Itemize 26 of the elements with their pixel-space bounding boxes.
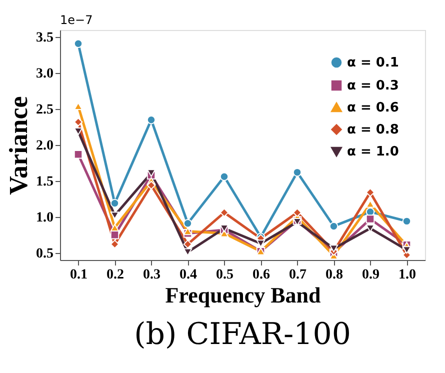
y-tick-label: 0.5 xyxy=(36,246,54,262)
y-tick-label: 2.0 xyxy=(36,138,54,154)
x-tick-label: 0.4 xyxy=(180,268,197,282)
legend-label: α = 0.6 xyxy=(347,100,399,116)
legend-label: α = 0.1 xyxy=(347,56,399,70)
y-tick-label: 3.5 xyxy=(36,30,54,46)
legend-label: α = 0.3 xyxy=(347,78,399,94)
y-axis-title: Variance xyxy=(4,96,33,195)
x-tick-label: 0.3 xyxy=(143,268,160,282)
y-tick-label: 3.0 xyxy=(36,66,54,82)
x-tick-label: 0.7 xyxy=(289,268,306,282)
x-tick-label: 0.1 xyxy=(70,268,88,282)
x-tick-label: 0.8 xyxy=(326,268,343,282)
x-tick-label: 0.5 xyxy=(216,268,234,282)
x-tick-label: 0.9 xyxy=(362,268,380,282)
y-tick-label: 1.0 xyxy=(36,210,54,226)
y-tick-label: 1.5 xyxy=(36,174,54,190)
x-tick-label: 0.2 xyxy=(106,268,124,282)
y-tick-label: 2.5 xyxy=(36,102,54,118)
x-tick-label: 0.6 xyxy=(252,268,270,282)
x-axis-title: Frequency Band xyxy=(165,282,321,308)
text: (b) CIFAR-100 xyxy=(134,317,351,352)
x-tick-label: 1.0 xyxy=(398,268,416,282)
legend-label: α = 0.8 xyxy=(347,122,399,138)
text: 1e−7 xyxy=(60,13,93,27)
legend-label: α = 1.0 xyxy=(347,144,399,160)
